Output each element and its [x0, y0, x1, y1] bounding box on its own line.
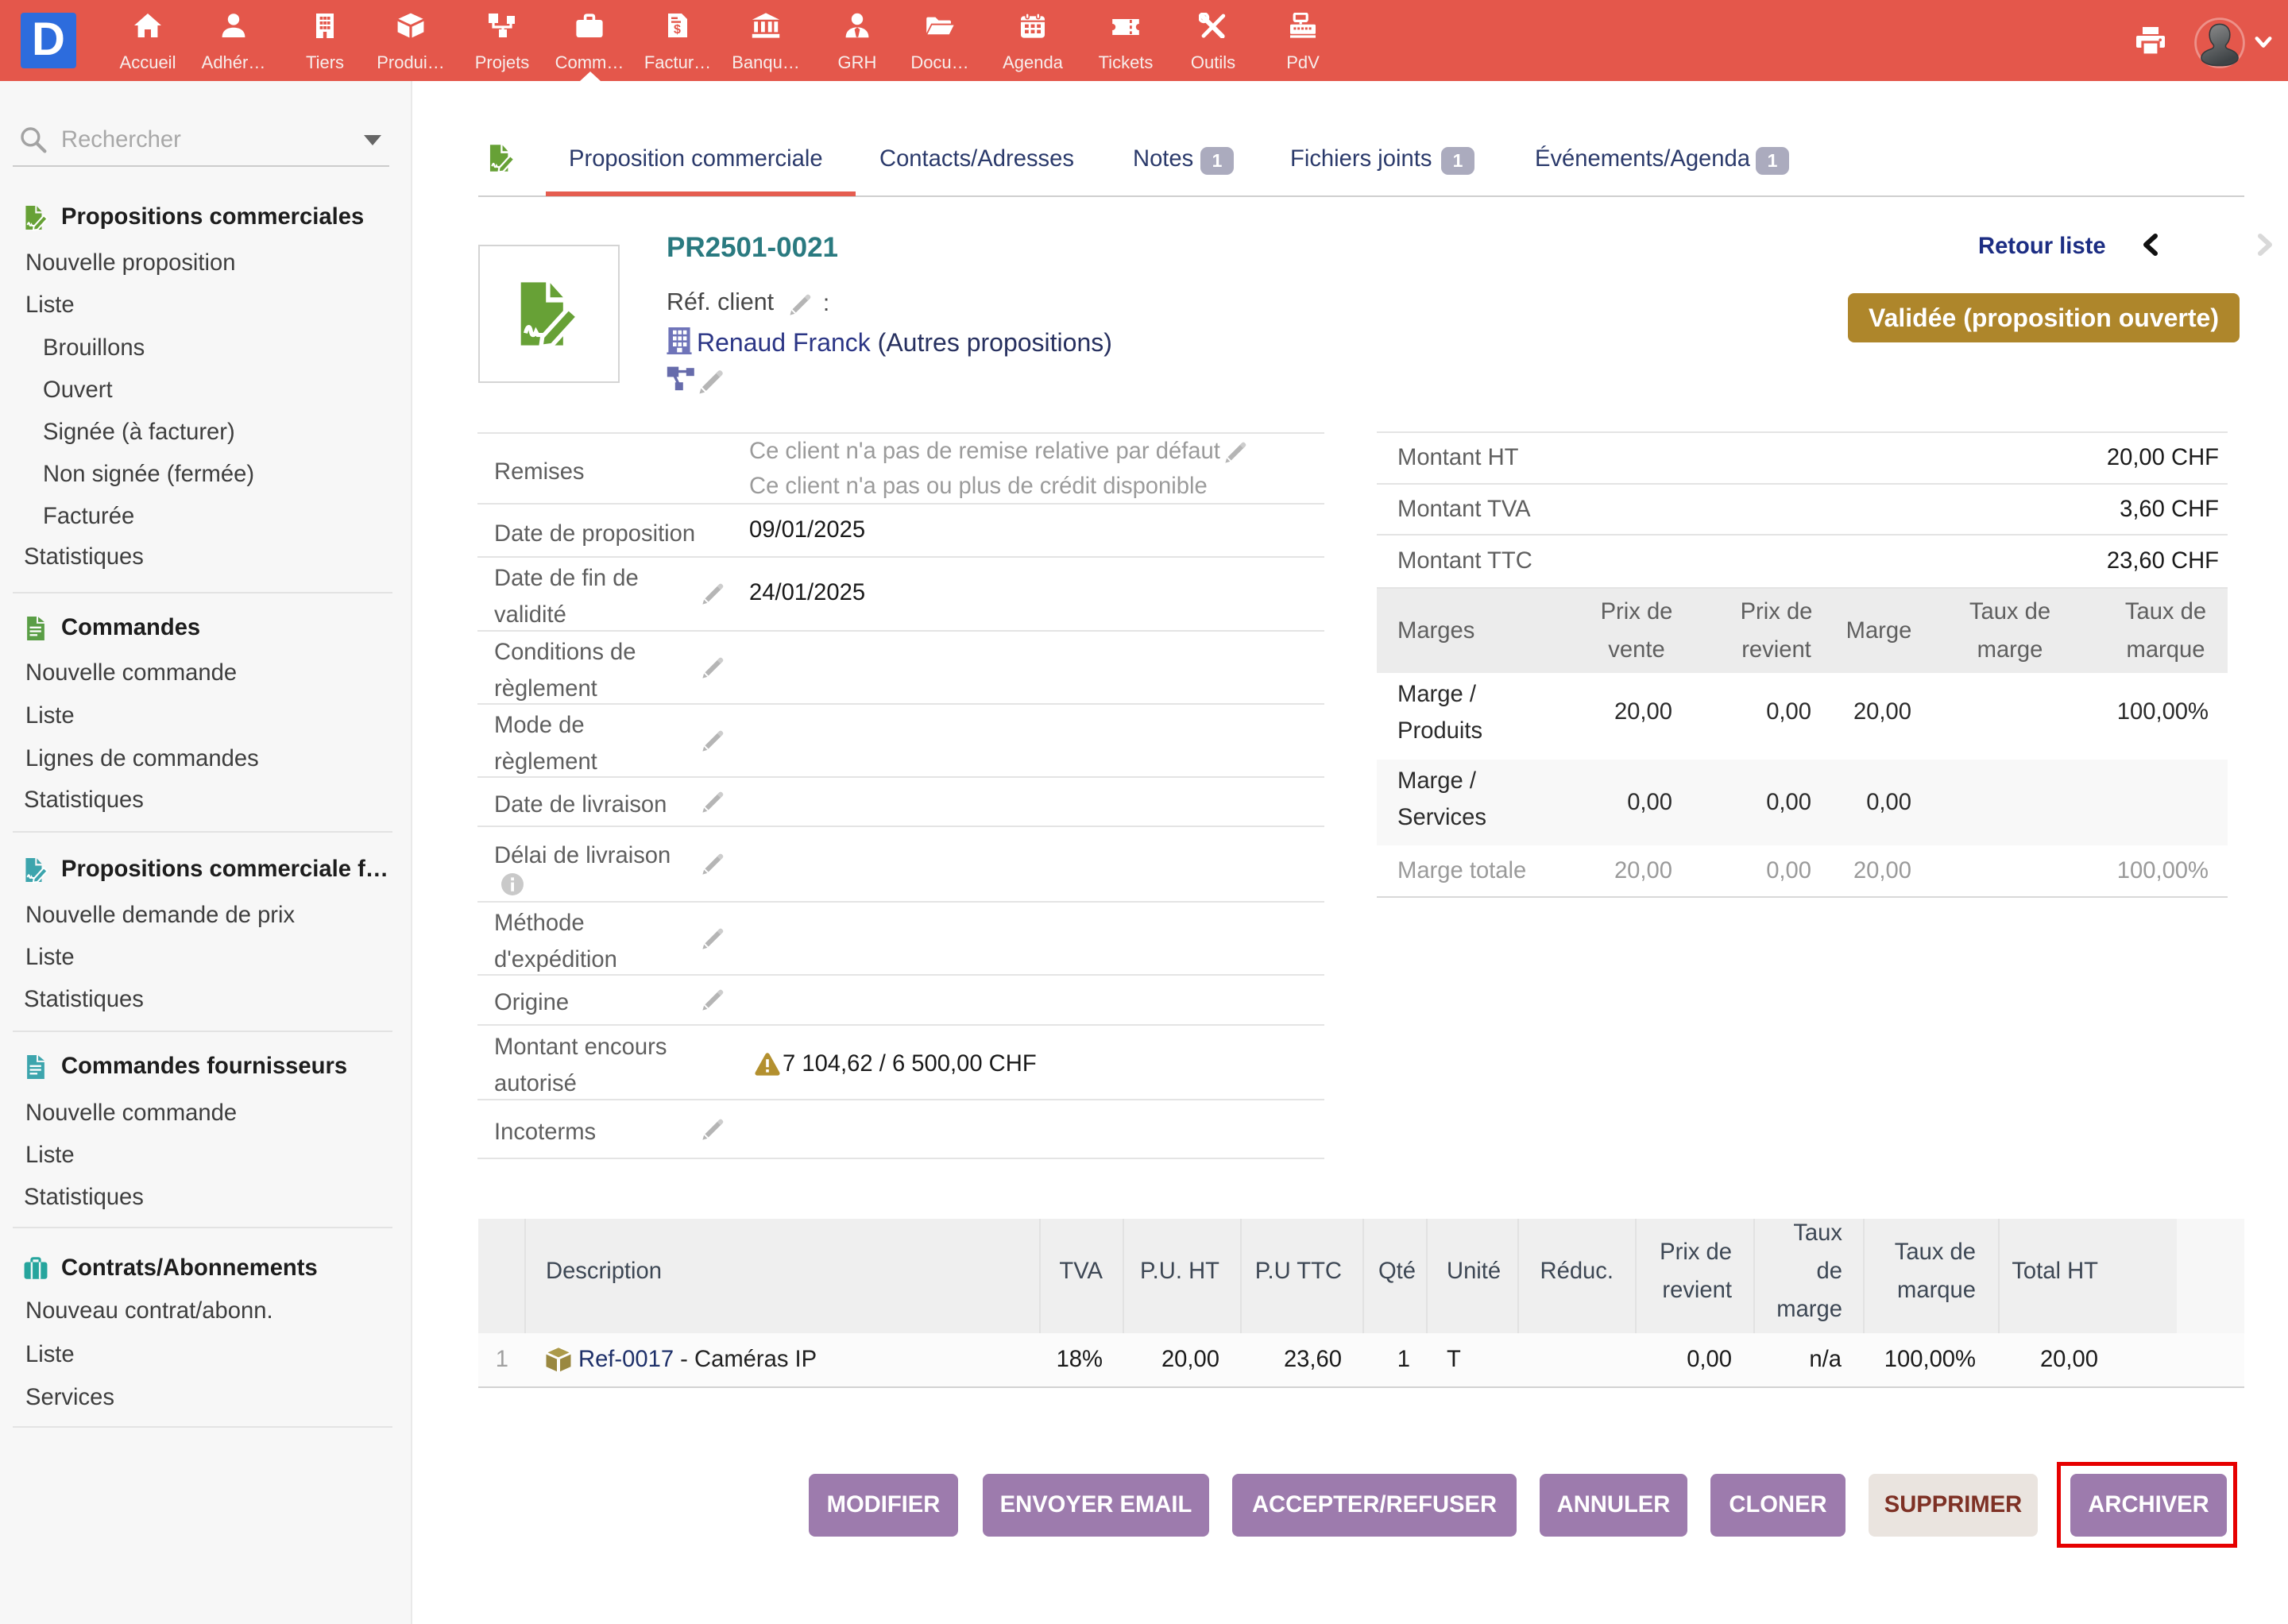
svg-text:$: $	[674, 23, 681, 37]
